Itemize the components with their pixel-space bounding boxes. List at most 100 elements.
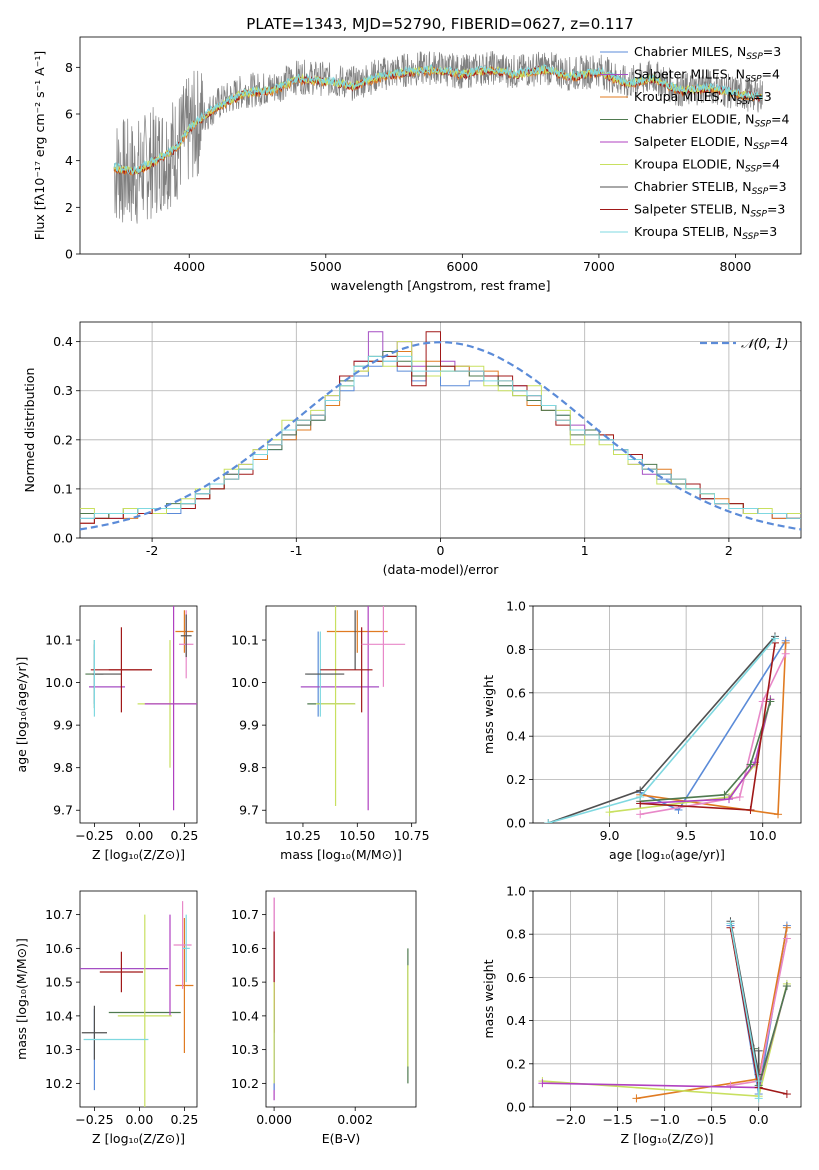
mass-vs-metallicity-panel: −0.25 0.00 0.25 10.2 10.3 10.4 10.5 10.6 10.7 Z [… — [14, 890, 198, 1146]
spectrum-plot-area — [113, 50, 763, 224]
y-tick-label: 2 — [65, 200, 73, 215]
mass-vs-ebv-panel: 0.000 0.002 10.2 10.3 10.4 10.5 10.6 10.7 E(B-V) — [231, 890, 417, 1146]
y-tick-label: 10.5 — [231, 975, 259, 990]
x-tick-label: −2.0 — [555, 1112, 585, 1127]
y-tick-label: 10.2 — [231, 1076, 259, 1091]
x-tick-label: 0 — [437, 543, 445, 558]
x-tick-label: 5000 — [310, 259, 342, 274]
legend-label: 𝒩(0, 1) — [741, 337, 788, 352]
weight-series-line — [640, 653, 787, 816]
x-tick-label: −0.5 — [696, 1112, 726, 1127]
weight-series-line — [640, 701, 772, 803]
weight-series-line — [609, 699, 772, 813]
x-tick-label: 0.000 — [256, 1112, 292, 1127]
x-axis-label: Z [log₁₀(Z/Z⊙)] — [92, 847, 185, 862]
y-tick-label: 10.4 — [231, 1008, 259, 1023]
x-tick-label: 10.50 — [339, 828, 375, 843]
normal-pdf-curve — [80, 341, 801, 531]
plot-frame — [79, 605, 198, 824]
legend-label: Salpeter ELODIE, NSSP=4 — [634, 134, 788, 152]
x-tick-label: −0.25 — [75, 1112, 113, 1127]
x-tick-label: 10.75 — [394, 828, 430, 843]
legend-label: Kroupa ELODIE, NSSP=4 — [634, 157, 780, 175]
y-tick-label: 0.0 — [506, 1100, 526, 1115]
residuals-legend: 𝒩(0, 1) — [700, 337, 788, 352]
y-tick-label: 0.4 — [53, 334, 73, 349]
x-axis-label: age [log₁₀(age/yr)] — [609, 847, 725, 862]
y-tick-label: 10.6 — [231, 941, 259, 956]
y-tick-label: 1.0 — [506, 599, 526, 614]
age-vs-mass-panel: 10.25 10.50 10.75 9.7 9.8 9.9 10.0 10.1 mass [lo… — [231, 605, 430, 862]
y-tick-label: 1.0 — [506, 884, 526, 899]
y-tick-label: 0.6 — [506, 685, 526, 700]
x-axis-label: Z [log₁₀(Z/Z⊙)] — [92, 1131, 185, 1146]
x-tick-label: 8000 — [720, 259, 752, 274]
y-tick-label: 9.7 — [53, 803, 73, 818]
y-tick-label: 0.2 — [53, 432, 73, 447]
errorbar-area — [273, 897, 409, 1101]
y-tick-label: 0.2 — [506, 1056, 526, 1071]
x-tick-label: 0.002 — [337, 1112, 373, 1127]
x-tick-label: 6000 — [446, 259, 478, 274]
figure-title: PLATE=1343, MJD=52790, FIBERID=0627, z=0… — [246, 15, 633, 33]
x-tick-label: 0.25 — [170, 1112, 198, 1127]
y-axis-label: mass weight — [481, 675, 496, 754]
y-tick-label: 9.9 — [239, 718, 259, 733]
spectrum-legend: Chabrier MILES, NSSP=3 Salpeter MILES, NS… — [600, 44, 789, 242]
y-tick-label: 0.4 — [506, 1013, 526, 1028]
x-tick-label: 2 — [725, 543, 733, 558]
model-spectrum-line — [113, 63, 763, 176]
y-tick-label: 0.8 — [506, 927, 526, 942]
y-tick-label: 10.2 — [45, 1076, 73, 1091]
x-tick-label: 9.0 — [600, 828, 620, 843]
plot-frame — [79, 890, 198, 1108]
y-tick-label: 10.1 — [231, 633, 259, 648]
age-vs-metallicity-panel: −0.25 0.00 0.25 9.7 9.8 9.9 10.0 10.1 Z [log₁₀(Z… — [14, 605, 198, 862]
y-tick-label: 10.4 — [45, 1008, 73, 1023]
y-tick-label: 8 — [65, 60, 73, 75]
x-tick-label: 0.25 — [170, 828, 198, 843]
y-tick-label: 10.0 — [45, 675, 73, 690]
x-tick-label: 10.25 — [285, 828, 321, 843]
y-tick-label: 6 — [65, 107, 73, 122]
histogram-series — [80, 355, 801, 519]
y-tick-label: 4 — [65, 153, 73, 168]
legend-label: Chabrier STELIB, NSSP=3 — [634, 179, 787, 197]
x-tick-label: 1 — [581, 543, 589, 558]
y-tick-label: 0.1 — [53, 481, 73, 496]
x-tick-label: 10.0 — [749, 828, 777, 843]
x-tick-label: 4000 — [173, 259, 205, 274]
x-tick-label: −0.25 — [75, 828, 113, 843]
y-tick-label: 0 — [65, 247, 73, 262]
weight-vs-metallicity-panel: −2.0 −1.5 −1.0 −0.5 0.0 0.0 0.2 0.4 0.6 0.8 1.0 Z [… — [481, 884, 802, 1146]
y-tick-label: 0.3 — [53, 383, 73, 398]
y-tick-label: 10.3 — [231, 1042, 259, 1057]
x-axis-label: (data-model)/error — [383, 562, 500, 577]
x-tick-label: 0.0 — [749, 1112, 769, 1127]
x-tick-label: 0.00 — [125, 1112, 153, 1127]
y-axis-label: Flux [fλ10⁻¹⁷ erg cm⁻² s⁻¹ A⁻¹] — [32, 51, 47, 240]
weight-series-line — [548, 637, 776, 823]
residuals-panel: -2 -1 0 1 2 0.0 0.1 0.2 0.3 0.4 (data-model)/error… — [22, 321, 802, 577]
y-tick-label: 0.8 — [506, 642, 526, 657]
y-tick-label: 9.9 — [53, 718, 73, 733]
x-tick-label: 0.00 — [125, 828, 153, 843]
spectrum-panel: 4000 5000 6000 7000 8000 0 2 4 6 8 wavelength [Ang… — [32, 36, 802, 293]
x-tick-label: −1.0 — [649, 1112, 679, 1127]
weight-series-line — [640, 642, 776, 811]
y-axis-label: Normed distribution — [22, 368, 37, 493]
weight-lines-area — [538, 917, 791, 1103]
y-tick-label: 10.7 — [45, 907, 73, 922]
x-tick-label: -2 — [146, 543, 158, 558]
weight-lines-area — [544, 632, 790, 823]
y-tick-label: 10.3 — [45, 1042, 73, 1057]
y-tick-label: 0.0 — [506, 816, 526, 831]
x-tick-label: 9.5 — [676, 828, 696, 843]
residuals-plot-area — [80, 331, 801, 531]
y-tick-label: 10.0 — [231, 675, 259, 690]
x-axis-label: Z [log₁₀(Z/Z⊙)] — [621, 1131, 714, 1146]
y-axis-label: mass weight — [481, 959, 496, 1038]
y-tick-label: 0.4 — [506, 729, 526, 744]
x-axis-label: mass [log₁₀(M/M⊙)] — [280, 847, 402, 862]
